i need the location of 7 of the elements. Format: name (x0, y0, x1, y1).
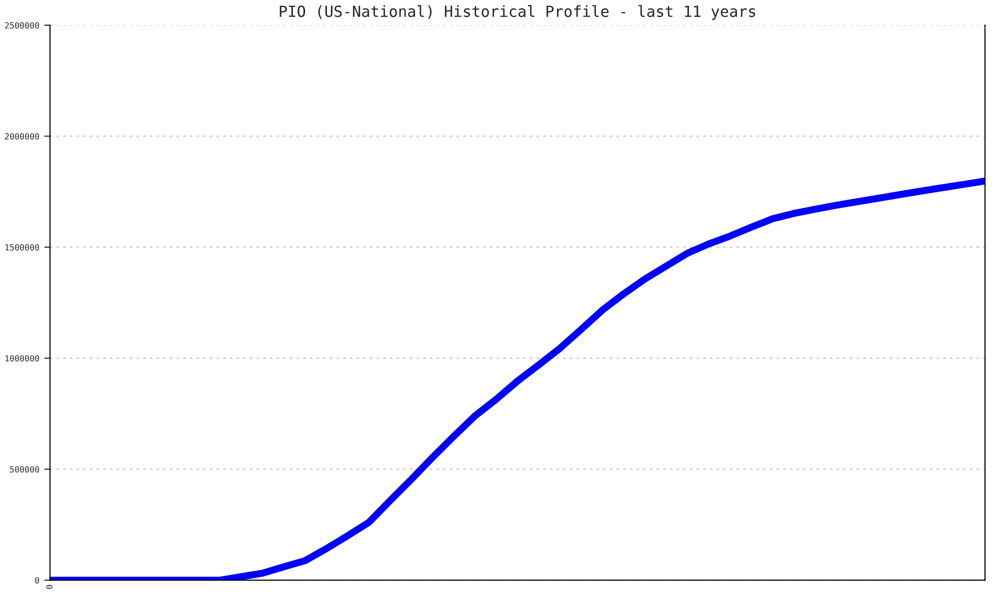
y-tick-label: 1000000 (5, 355, 40, 362)
y-tick-label: 500000 (10, 466, 40, 473)
y-tick-label: 2500000 (5, 22, 40, 29)
chart-title: PIO (US-National) Historical Profile - last 11 years (280, 5, 756, 20)
y-tick-label: 0 (35, 577, 40, 584)
y-tick-label: 2000000 (5, 133, 40, 140)
y-tick-label: 1500000 (5, 244, 40, 251)
